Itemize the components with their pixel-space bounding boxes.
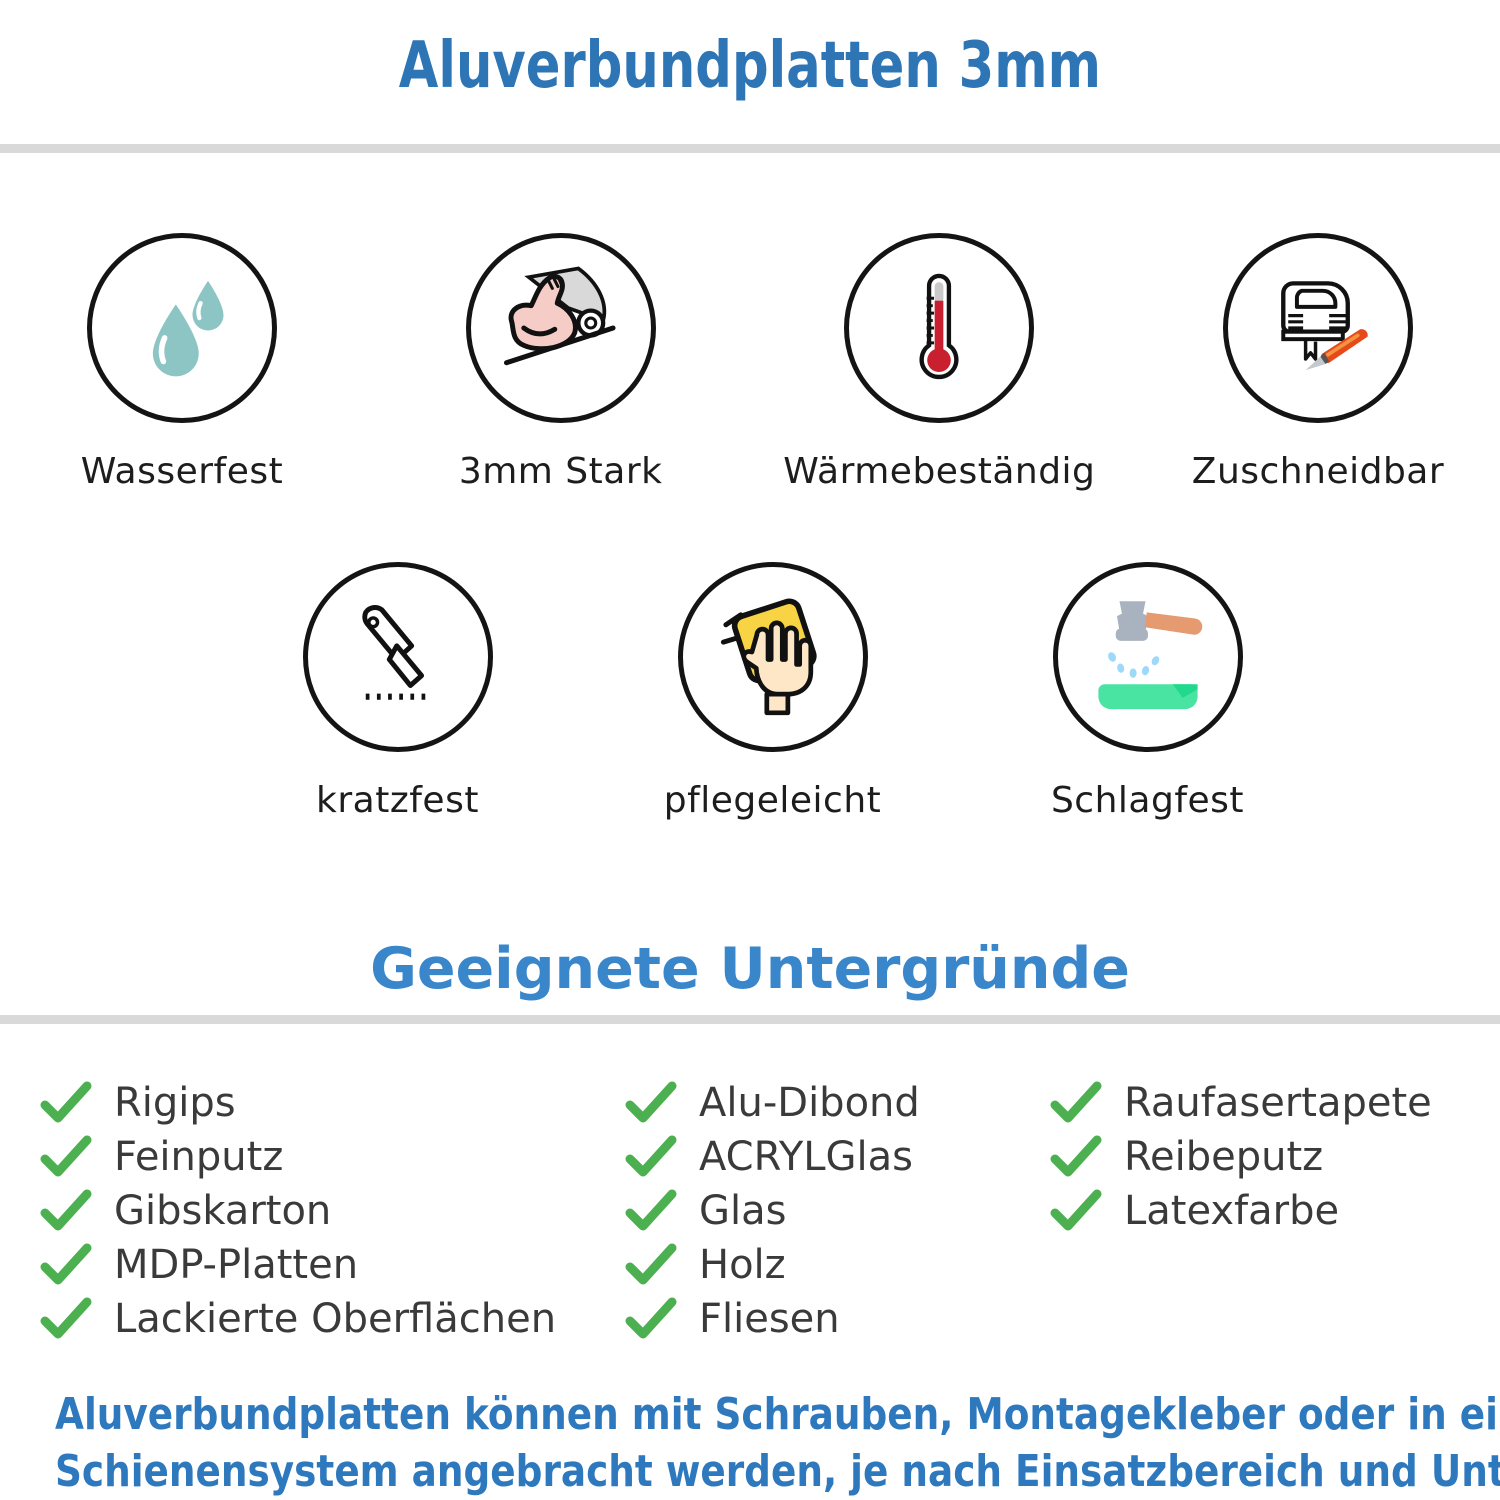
feature-wasserfest: Wasserfest xyxy=(62,232,302,492)
list-item: Holz xyxy=(625,1238,1050,1292)
feature-label: Schlagfest xyxy=(1050,779,1245,821)
list-item-label: Lackierte Oberflächen xyxy=(114,1295,557,1342)
divider xyxy=(0,143,1500,153)
list-item-label: MDP-Platten xyxy=(114,1241,359,1288)
feature-schlagfest: Schlagfest xyxy=(960,561,1335,821)
utility-knife-icon xyxy=(302,561,493,752)
thermometer-icon xyxy=(844,232,1035,423)
list-item: Gibskarton xyxy=(40,1184,625,1238)
list-item: MDP-Platten xyxy=(40,1238,625,1292)
mounting-note-line-1: Aluverbundplatten können mit Schrauben, … xyxy=(55,1388,1500,1440)
check-icon xyxy=(40,1189,92,1231)
feature-row-1: Wasserfest 3mm Stark xyxy=(0,232,1500,492)
check-icon xyxy=(625,1297,677,1339)
list-item-label: Rigips xyxy=(114,1079,236,1126)
list-item: Alu-Dibond xyxy=(625,1076,1050,1130)
muscle-arm-icon xyxy=(465,232,656,423)
feature-label: 3mm Stark xyxy=(458,450,663,492)
infographic-page: Aluverbundplatten 3mm Wasserfest xyxy=(0,29,1500,1500)
feature-label: kratzfest xyxy=(316,779,479,821)
list-item-label: Fliesen xyxy=(699,1295,840,1342)
list-item: Lackierte Oberflächen xyxy=(40,1292,625,1346)
check-icon xyxy=(625,1081,677,1123)
list-item-label: Raufasertapete xyxy=(1124,1079,1432,1126)
hammer-icon xyxy=(1052,561,1243,752)
feature-pflegeleicht: pflegeleicht xyxy=(585,561,960,821)
feature-zuschneidbar: Zuschneidbar xyxy=(1192,232,1444,492)
list-item: Rigips xyxy=(40,1076,625,1130)
check-icon xyxy=(625,1189,677,1231)
jigsaw-icon xyxy=(1222,232,1413,423)
list-item-label: Alu-Dibond xyxy=(699,1079,920,1126)
check-icon xyxy=(1050,1081,1102,1123)
cleaning-hand-icon xyxy=(677,561,868,752)
feature-label: Wärmebeständig xyxy=(783,450,1096,492)
feature-3mm-stark: 3mm Stark xyxy=(441,232,681,492)
list-item: Reibeputz xyxy=(1050,1130,1500,1184)
list-item: Raufasertapete xyxy=(1050,1076,1500,1130)
check-icon xyxy=(625,1135,677,1177)
list-item: Feinputz xyxy=(40,1130,625,1184)
mounting-note-line-2: Schienensystem angebracht werden, je nac… xyxy=(55,1446,1500,1498)
check-icon xyxy=(40,1297,92,1339)
substrates-title: Geeignete Untergründe xyxy=(370,935,1130,1002)
checklist-column-1: Rigips Feinputz Gibskarton MDP-Platten L… xyxy=(40,1076,625,1346)
list-item: Latexfarbe xyxy=(1050,1184,1500,1238)
page-title-text: Aluverbundplatten 3mm xyxy=(398,29,1102,103)
list-item-label: Reibeputz xyxy=(1124,1133,1324,1180)
checklist-column-3: Raufasertapete Reibeputz Latexfarbe xyxy=(1050,1076,1500,1238)
check-icon xyxy=(40,1081,92,1123)
check-icon xyxy=(40,1135,92,1177)
list-item-label: Gibskarton xyxy=(114,1187,332,1234)
check-icon xyxy=(1050,1189,1102,1231)
divider xyxy=(0,1014,1500,1024)
list-item-label: Latexfarbe xyxy=(1124,1187,1340,1234)
list-item-label: Feinputz xyxy=(114,1133,284,1180)
feature-row-2: kratzfest pflegeleicht xyxy=(0,561,1500,821)
check-icon xyxy=(40,1243,92,1285)
list-item: Fliesen xyxy=(625,1292,1050,1346)
feature-label: Zuschneidbar xyxy=(1191,450,1445,492)
feature-waermebestaendig: Wärmebeständig xyxy=(783,232,1095,492)
substrates-checklist: Rigips Feinputz Gibskarton MDP-Platten L… xyxy=(0,1076,1500,1346)
feature-kratzfest: kratzfest xyxy=(210,561,585,821)
mounting-note: Aluverbundplatten können mit Schrauben, … xyxy=(0,1386,1500,1500)
page-title: Aluverbundplatten 3mm xyxy=(0,29,1500,104)
water-drops-icon xyxy=(87,232,277,423)
feature-label: Wasserfest xyxy=(80,450,284,492)
list-item: ACRYLGlas xyxy=(625,1130,1050,1184)
feature-label: pflegeleicht xyxy=(663,779,882,821)
checklist-column-2: Alu-Dibond ACRYLGlas Glas Holz Fliesen xyxy=(625,1076,1050,1346)
list-item: Glas xyxy=(625,1184,1050,1238)
check-icon xyxy=(625,1243,677,1285)
list-item-label: Holz xyxy=(699,1241,786,1288)
list-item-label: Glas xyxy=(699,1187,787,1234)
check-icon xyxy=(1050,1135,1102,1177)
list-item-label: ACRYLGlas xyxy=(699,1133,914,1180)
